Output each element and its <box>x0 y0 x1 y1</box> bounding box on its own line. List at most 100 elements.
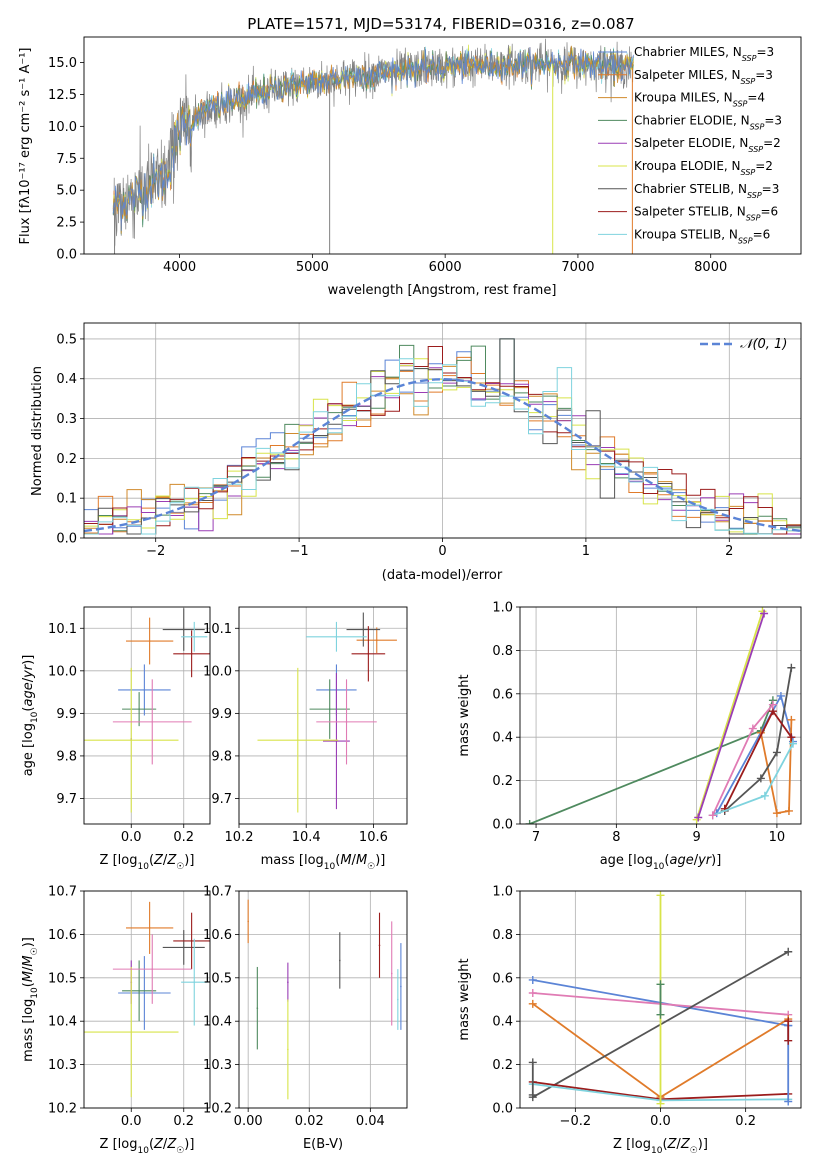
y-tick-label: 0.6 <box>492 971 513 986</box>
data-point <box>138 708 140 710</box>
axes-frame <box>519 890 802 1109</box>
x-tick-label: 0.0 <box>121 830 142 845</box>
plus-marker <box>656 980 665 989</box>
x-tick-label: 10.2 <box>225 830 254 845</box>
age-vs-mass-panel: 10.2 10.4 10.6 9.7 9.8 9.9 10.0 10.1 mass [log10… <box>203 606 408 872</box>
y-tick-label: 10.7 <box>48 885 77 900</box>
data-point <box>287 981 289 983</box>
plus-marker <box>525 820 534 824</box>
plus-marker <box>694 813 703 822</box>
y-tick-label: 0.2 <box>492 1058 513 1073</box>
y-tick-label: 1.0 <box>492 885 513 900</box>
plus-marker <box>784 1036 793 1045</box>
y-tick-label: 9.7 <box>211 792 232 807</box>
y-tick-label: 9.9 <box>211 707 232 722</box>
plot-area <box>84 338 801 535</box>
mass-vs-EBV-panel: 0.00 0.02 0.04 10.2 10.3 10.4 10.5 10.6 10.7 E(B-… <box>203 885 408 1152</box>
data-point <box>130 1031 133 1033</box>
x-tick-label: 5000 <box>296 260 329 275</box>
mass-vs-Z-panel: 0.0 0.2 10.2 10.3 10.4 10.5 10.6 10.7 Z [log10(Z… <box>21 885 211 1156</box>
legend-entry: Salpeter ELODIE, NSSP=2 <box>634 136 781 154</box>
y-tick-label: 0.4 <box>492 731 513 746</box>
series-line-kroupa_stelib <box>712 743 794 817</box>
y-tick-label: 10.3 <box>203 1058 232 1073</box>
axes-frame <box>83 890 211 1109</box>
y-tick-label: 9.8 <box>56 749 77 764</box>
y-tick-label: 7.5 <box>56 152 77 167</box>
plus-marker <box>787 715 796 724</box>
y-tick-label: 12.5 <box>48 88 77 103</box>
x-tick-label: 10.4 <box>292 830 321 845</box>
data-point <box>193 981 196 983</box>
plus-marker <box>748 724 757 733</box>
x-tick-label: 2 <box>725 544 733 559</box>
data-point <box>151 721 154 723</box>
y-tick-label: 10.1 <box>48 622 77 637</box>
x-tick-label: 0.2 <box>173 830 194 845</box>
y-tick-label: 0.1 <box>56 492 77 507</box>
axes-frame <box>83 606 211 825</box>
figure-title: PLATE=1571, MJD=53174, FIBERID=0316, z=0… <box>247 15 634 33</box>
axes-frame <box>519 606 802 825</box>
model-spectrum-chabrier_miles <box>112 47 634 231</box>
legend-entry: Kroupa STELIB, NSSP=6 <box>634 227 770 245</box>
data-point <box>151 968 154 970</box>
data-point <box>287 1048 289 1051</box>
data-point <box>247 920 249 923</box>
y-tick-label: 10.2 <box>48 1102 77 1117</box>
series-line-salpeter_miles <box>760 719 793 815</box>
x-tick-label: −0.2 <box>560 1114 592 1129</box>
legend-entry: Chabrier ELODIE, NSSP=3 <box>634 113 782 130</box>
y-tick-label: 10.4 <box>203 1015 232 1030</box>
y-tick-label: 0.0 <box>492 1102 513 1117</box>
x-axis-label: mass [log10(M/M☉)] <box>261 853 386 872</box>
data-point <box>297 739 299 741</box>
y-tick-label: 10.1 <box>203 622 232 637</box>
data-point <box>400 985 402 988</box>
y-tick-label: 5.0 <box>56 184 77 199</box>
x-tick-label: 7 <box>532 830 540 845</box>
data-point <box>193 635 196 638</box>
y-tick-label: 0.0 <box>56 532 77 547</box>
x-tick-label: −2 <box>146 544 165 559</box>
plus-marker <box>528 975 537 984</box>
legend-entry: Salpeter STELIB, NSSP=6 <box>634 205 778 223</box>
axes-frame <box>238 606 408 825</box>
plot-area <box>112 38 635 254</box>
x-tick-label: 6000 <box>429 260 462 275</box>
x-tick-label: 0.04 <box>356 1114 385 1129</box>
data-point <box>256 1007 259 1009</box>
data-point <box>397 998 399 1001</box>
plus-marker <box>528 988 537 997</box>
y-tick-label: 0.0 <box>56 248 77 263</box>
data-point <box>345 721 348 723</box>
data-point <box>190 940 193 942</box>
y-tick-label: 0.8 <box>492 928 513 943</box>
gaussian-curve <box>84 377 801 533</box>
plus-marker <box>784 1017 793 1026</box>
plus-marker <box>776 691 785 700</box>
legend-entry: Chabrier STELIB, NSSP=3 <box>634 182 779 200</box>
plot-area <box>257 612 397 813</box>
plus-marker <box>528 1090 537 1099</box>
legend-entry: Kroupa MILES, NSSP=4 <box>634 91 765 109</box>
y-tick-label: 2.5 <box>56 216 77 231</box>
y-axis-label: Normed distribution <box>30 366 45 496</box>
y-tick-label: 9.8 <box>211 749 232 764</box>
plus-marker <box>784 1097 793 1106</box>
y-tick-label: 10.6 <box>48 928 77 943</box>
data-point <box>148 927 151 929</box>
data-point <box>138 990 140 992</box>
series-line-chabrier_stelib <box>724 667 793 812</box>
histogram-salpeter_stelib <box>84 346 801 535</box>
plot-area <box>84 901 210 1098</box>
spectrum-panel: 4000 5000 6000 7000 8000 0.0 2.5 5.0 7.5 10.0 12.5… <box>18 36 802 298</box>
plot-area <box>84 608 210 813</box>
plus-marker <box>787 663 796 672</box>
histogram-salpeter_elodie <box>84 365 801 535</box>
y-tick-label: 10.0 <box>48 120 77 135</box>
x-tick-label: −1 <box>290 544 309 559</box>
x-tick-label: 10.6 <box>359 830 388 845</box>
y-tick-label: 0.5 <box>56 332 77 347</box>
